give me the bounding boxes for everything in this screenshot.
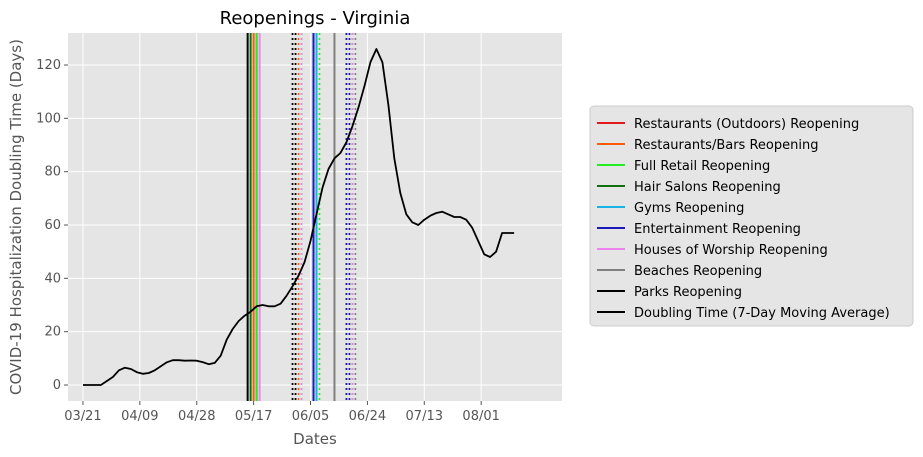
- chart-title: Reopenings - Virginia: [220, 8, 411, 29]
- series-line-0: [83, 48, 515, 386]
- x-tick-label: 03/21: [64, 409, 101, 424]
- legend: Restaurants (Outdoors) Reopening Restaura…: [589, 105, 914, 327]
- y-tick-label: 100: [36, 111, 61, 126]
- y-tick-label: 0: [53, 378, 61, 393]
- y-ticks: 0 20 40 60 80 100 120: [36, 58, 68, 393]
- x-tick-label: 06/05: [292, 409, 329, 424]
- x-tick-label: 08/01: [462, 409, 499, 424]
- y-tick-label: 20: [44, 325, 61, 340]
- x-ticks: 03/21 04/09 04/28 05/17 06/05 06/24 07/13 08/01: [64, 401, 500, 424]
- x-tick-label: 07/13: [406, 409, 443, 424]
- x-tick-label: 04/28: [178, 409, 215, 424]
- legend-entry: Houses of Worship Reopening: [634, 243, 828, 258]
- legend-entry: Beaches Reopening: [634, 264, 762, 279]
- x-axis-label: Dates: [293, 430, 337, 448]
- y-tick-label: 120: [36, 58, 61, 73]
- y-tick-label: 60: [44, 218, 61, 233]
- grid-lines: [68, 33, 562, 401]
- x-tick-label: 06/24: [349, 409, 386, 424]
- legend-entry: Hair Salons Reopening: [634, 180, 781, 195]
- y-tick-label: 80: [44, 165, 61, 180]
- legend-box: [589, 105, 914, 327]
- legend-entry: Full Retail Reopening: [634, 159, 770, 174]
- x-tick-label: 05/17: [235, 409, 272, 424]
- legend-entry: Restaurants/Bars Reopening: [634, 138, 818, 153]
- x-tick-label: 04/09: [121, 409, 158, 424]
- legend-entry: Gyms Reopening: [634, 201, 744, 216]
- y-tick-label: 40: [44, 271, 61, 286]
- legend-entry: Parks Reopening: [634, 285, 742, 300]
- legend-entry: Entertainment Reopening: [634, 222, 801, 237]
- legend-entry: Doubling Time (7-Day Moving Average): [634, 306, 890, 321]
- series-lines: [83, 48, 515, 386]
- legend-entry: Restaurants (Outdoors) Reopening: [634, 117, 859, 132]
- y-axis-label: COVID-19 Hospitalization Doubling Time (…: [7, 39, 25, 395]
